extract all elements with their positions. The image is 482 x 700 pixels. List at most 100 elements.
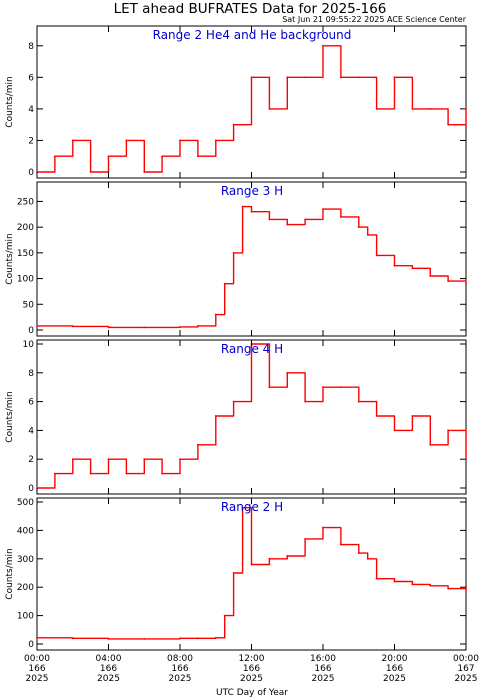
data-point	[196, 155, 199, 158]
x-tick-label-year: 2025	[169, 674, 192, 684]
x-tick-label-doy: 166	[386, 664, 403, 674]
data-point	[36, 324, 38, 327]
y-tick-label: 4	[28, 105, 34, 115]
data-point	[322, 44, 324, 47]
data-point	[268, 218, 271, 221]
x-tick-label-time: 04:00	[96, 654, 122, 664]
data-point	[322, 386, 324, 389]
x-tick-label-doy: 166	[171, 664, 188, 674]
x-tick-label-doy: 166	[100, 664, 117, 674]
y-axis-label: Counts/min	[5, 233, 15, 284]
data-point	[429, 443, 432, 446]
data-point	[411, 267, 414, 270]
data-point	[411, 107, 414, 110]
data-point	[161, 472, 164, 475]
data-point	[250, 563, 253, 566]
data-point	[465, 282, 467, 285]
data-point	[53, 155, 56, 158]
x-tick-label-doy: 167	[457, 664, 474, 674]
data-point	[339, 543, 342, 546]
data-point	[161, 155, 164, 158]
x-tick-label-time: 08:00	[167, 654, 193, 664]
data-point	[268, 557, 271, 560]
data-point	[232, 123, 235, 126]
data-point	[322, 526, 324, 529]
data-point	[232, 251, 235, 254]
x-axis-label: UTC Day of Year	[216, 688, 288, 698]
y-tick-label: 0	[28, 484, 34, 494]
y-axis-label: Counts/min	[5, 548, 15, 599]
data-point	[286, 555, 289, 557]
y-tick-label: 100	[17, 275, 34, 285]
panel-label: Range 3 H	[221, 184, 283, 198]
series-line	[37, 45, 467, 173]
panel-label: Range 2 He4 and He background	[153, 28, 352, 42]
data-point	[366, 233, 369, 236]
data-point	[143, 326, 146, 329]
x-tick-label-time: 00:00	[453, 654, 479, 664]
data-point	[179, 326, 181, 328]
data-point	[447, 123, 450, 126]
data-point	[71, 325, 74, 328]
x-tick-label-year: 2025	[383, 674, 406, 684]
x-tick-label-doy: 166	[314, 664, 331, 674]
data-point	[393, 264, 396, 267]
y-tick-label: 200	[17, 583, 34, 593]
panel-2: 0 50 100 150 200 250 Counts/min Range 3 H	[5, 181, 467, 337]
x-axis: 00:00166202504:00166202508:00166202512:0…	[24, 26, 479, 684]
data-point	[89, 171, 92, 173]
data-point	[429, 107, 432, 110]
data-point	[339, 386, 342, 389]
x-tick-label-year: 2025	[26, 674, 49, 684]
data-point	[36, 636, 38, 639]
x-tick-label-time: 16:00	[310, 654, 336, 664]
data-point	[429, 584, 432, 587]
data-point	[143, 171, 146, 173]
data-point	[304, 76, 307, 79]
data-point	[71, 458, 74, 461]
y-tick-label: 6	[28, 398, 34, 408]
data-point	[366, 557, 369, 560]
data-point	[223, 614, 226, 617]
data-point	[214, 313, 217, 316]
y-tick-label: 0	[28, 640, 34, 650]
data-point	[125, 139, 128, 142]
series-line	[37, 343, 467, 489]
data-point	[250, 210, 253, 213]
y-tick-label: 2	[28, 136, 34, 146]
data-point	[214, 139, 217, 142]
series-line	[37, 507, 467, 640]
data-point	[268, 386, 271, 389]
data-point	[286, 223, 289, 226]
data-point	[241, 205, 244, 208]
data-point	[447, 280, 450, 283]
x-tick-label-year: 2025	[455, 674, 478, 684]
chart-panels: 0 2 4 6 8 Counts/min Range 2 He4 and He backgr…	[5, 25, 467, 651]
data-point	[411, 583, 414, 586]
y-tick-label: 500	[17, 498, 34, 508]
data-point	[375, 254, 378, 257]
data-point	[465, 589, 467, 591]
x-tick-label-time: 12:00	[239, 654, 265, 664]
data-point	[447, 429, 450, 432]
data-point	[447, 587, 450, 590]
data-point	[143, 637, 146, 640]
data-point	[89, 472, 92, 475]
y-tick-label: 2	[28, 455, 34, 465]
data-point	[107, 326, 110, 329]
data-point	[375, 107, 378, 110]
figure-title: LET ahead BUFRATES Data for 2025-166	[114, 1, 387, 17]
data-point	[375, 577, 378, 580]
data-point	[322, 208, 324, 211]
panel-label: Range 4 H	[221, 342, 283, 356]
data-point	[357, 400, 360, 403]
x-tick-label-year: 2025	[312, 674, 335, 684]
data-point	[304, 400, 307, 403]
data-point	[179, 139, 181, 142]
data-point	[357, 552, 360, 555]
y-axis-label: Counts/min	[5, 391, 15, 442]
y-tick-label: 50	[23, 300, 35, 310]
y-tick-label: 250	[17, 197, 34, 207]
data-point	[143, 458, 146, 461]
